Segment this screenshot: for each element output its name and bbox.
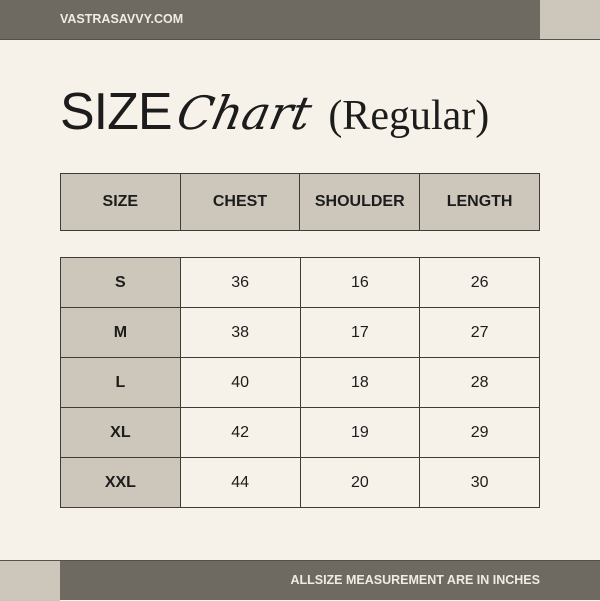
measurement-cell: 29 <box>419 407 540 458</box>
column-header: SIZE <box>60 173 181 231</box>
measurement-cell: 42 <box>179 407 301 458</box>
title-chart: Chart <box>171 86 317 140</box>
table-row: L 40 18 28 <box>60 357 540 408</box>
title-regular: (Regular) <box>328 93 490 139</box>
bottom-banner: ALLSIZE MEASUREMENT ARE IN INCHES <box>0 560 600 601</box>
site-url: VASTRASAVVY.COM <box>60 12 184 26</box>
measurement-cell: 28 <box>419 357 540 408</box>
measurement-cell: 20 <box>299 457 421 508</box>
measurement-cell: 44 <box>179 457 301 508</box>
measurement-note: ALLSIZE MEASUREMENT ARE IN INCHES <box>290 573 540 587</box>
table-row: M 38 17 27 <box>60 307 540 358</box>
size-cell: L <box>60 357 181 408</box>
measurement-cell: 16 <box>299 257 421 308</box>
measurement-cell: 40 <box>179 357 301 408</box>
measurement-cell: 30 <box>419 457 540 508</box>
measurement-cell: 17 <box>299 307 421 358</box>
size-cell: S <box>60 257 181 308</box>
size-table-header: SIZE CHEST SHOULDER LENGTH <box>60 173 540 231</box>
size-cell: XXL <box>60 457 181 508</box>
table-row: S 36 16 26 <box>60 257 540 308</box>
measurement-cell: 18 <box>299 357 421 408</box>
decorative-square <box>540 0 600 39</box>
measurement-cell: 19 <box>299 407 421 458</box>
page-title: SIZE Chart (Regular) <box>60 82 489 142</box>
table-row: XXL 44 20 30 <box>60 457 540 508</box>
size-cell: XL <box>60 407 181 458</box>
column-header: CHEST <box>179 173 301 231</box>
title-size: SIZE <box>60 83 173 141</box>
column-header: LENGTH <box>419 173 540 231</box>
decorative-square <box>0 561 60 601</box>
size-table: S 36 16 26 M 38 17 27 L 40 18 28 XL 42 19 29 XXL 44 20 30 <box>60 257 540 508</box>
table-row: XL 42 19 29 <box>60 407 540 458</box>
measurement-cell: 36 <box>179 257 301 308</box>
measurement-cell: 26 <box>419 257 540 308</box>
top-banner: VASTRASAVVY.COM <box>0 0 600 40</box>
size-cell: M <box>60 307 181 358</box>
measurement-cell: 38 <box>179 307 301 358</box>
column-header: SHOULDER <box>299 173 421 231</box>
measurement-cell: 27 <box>419 307 540 358</box>
